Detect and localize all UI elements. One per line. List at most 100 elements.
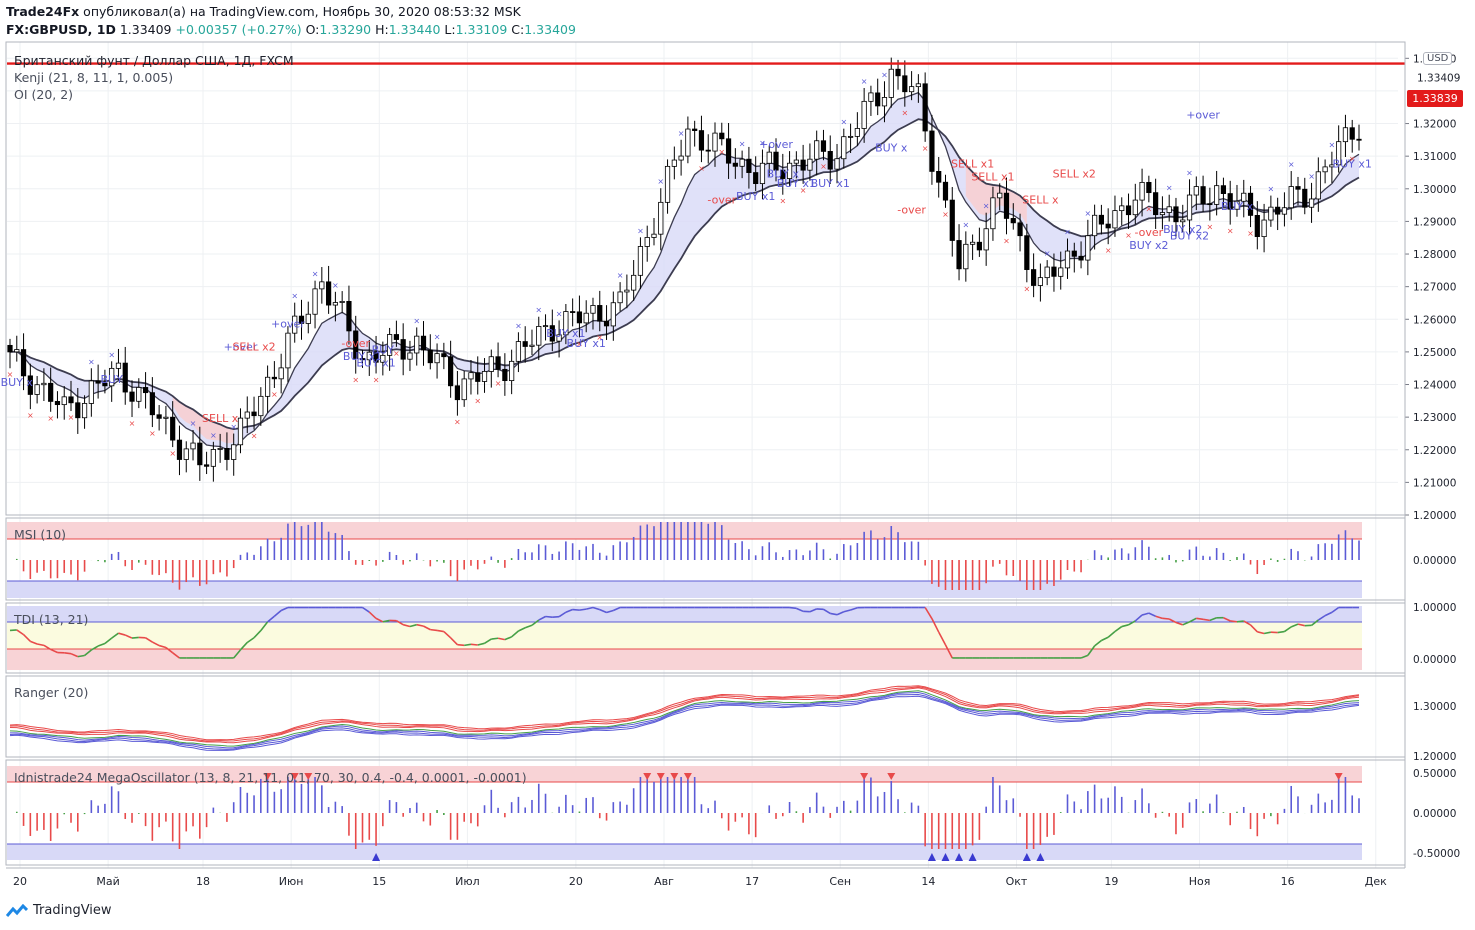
price-tick-label: 1.26000 <box>1413 314 1456 326</box>
candle-body <box>1309 199 1313 207</box>
mega-tick: 0.50000 <box>1413 768 1456 780</box>
signal-marker: × <box>739 140 746 149</box>
signal-label: SELL x <box>1022 193 1059 206</box>
candle-body <box>516 342 520 362</box>
signal-marker: × <box>718 147 725 156</box>
candle-body <box>123 363 127 392</box>
tdi-legend[interactable]: TDI (13, 21) <box>14 612 88 627</box>
tdi-line-segment <box>573 610 580 611</box>
candle-body <box>89 381 93 404</box>
candle-body <box>855 128 859 136</box>
candle-body <box>1221 186 1225 194</box>
candle-body <box>523 342 527 347</box>
tdi-line-segment <box>464 644 471 645</box>
currency-button[interactable]: USD <box>1423 52 1452 65</box>
candle-body <box>1316 172 1320 199</box>
candle-body <box>76 403 80 418</box>
signal-marker: × <box>1146 204 1153 213</box>
candle-body <box>509 361 513 380</box>
candle-body <box>808 159 812 170</box>
signal-marker: × <box>1288 160 1295 169</box>
ranger-line-1 <box>10 687 1359 741</box>
candle-body <box>1025 236 1029 270</box>
tdi-line-segment <box>457 645 464 646</box>
oi-legend[interactable]: OI (20, 2) <box>14 87 73 102</box>
candle-body <box>116 363 120 368</box>
time-tick-label: 18 <box>196 875 210 888</box>
time-tick-label: 15 <box>372 875 386 888</box>
candle-body <box>611 303 615 326</box>
candle-body <box>401 340 405 360</box>
signal-marker: × <box>962 220 969 229</box>
candle-body <box>1045 267 1049 278</box>
time-tick-label: 20 <box>569 875 583 888</box>
signal-marker: × <box>332 281 339 290</box>
price-tick-label: 1.31000 <box>1413 151 1456 163</box>
candle-body <box>1201 187 1205 204</box>
candle-body <box>591 305 595 313</box>
candle-body <box>821 141 825 152</box>
candle-body <box>1140 182 1144 200</box>
high-label: H: <box>375 22 389 37</box>
kenji-slow-line <box>10 119 1359 429</box>
candle-body <box>801 160 805 170</box>
candle-body <box>1086 236 1090 260</box>
signal-marker: × <box>1186 168 1193 177</box>
indicator-fills <box>10 93 1359 450</box>
ranger-legend[interactable]: Ranger (20) <box>14 685 88 700</box>
kenji-legend[interactable]: Kenji (21, 8, 11, 1, 0.005) <box>14 70 173 85</box>
candle-body <box>1269 207 1273 220</box>
price-tick-label: 1.22000 <box>1413 445 1456 457</box>
signal-marker: × <box>373 375 380 384</box>
msi-legend[interactable]: MSI (10) <box>14 527 66 542</box>
candle-body <box>320 282 324 289</box>
candle-body <box>462 379 466 400</box>
candle-body <box>1289 187 1293 208</box>
candle-body <box>448 357 452 386</box>
tdi-line-segment <box>1196 618 1203 619</box>
signal-marker: × <box>291 292 298 301</box>
signal-marker: × <box>169 449 176 458</box>
candle-body <box>421 336 425 350</box>
signal-marker: × <box>881 70 888 79</box>
time-tick-label: Ноя <box>1189 875 1211 888</box>
symbol-header: FX:GBPUSD, 1D 1.33409 +0.00357 (+0.27%) … <box>6 22 576 37</box>
author-name[interactable]: Trade24Fx <box>6 4 79 19</box>
candle-body <box>618 292 622 303</box>
candle-body <box>503 369 507 380</box>
signal-label: BUY <box>372 344 395 357</box>
time-tick-label: Авг <box>654 875 674 888</box>
signal-label: BUY x1 <box>356 357 395 370</box>
candle-body <box>706 150 710 151</box>
signal-label: SELL x1 <box>971 171 1014 184</box>
main-series-title: Британский фунт / Доллар США, 1Д, FXCM <box>14 53 294 68</box>
candle-body <box>252 412 256 416</box>
tradingview-logo[interactable]: TradingView <box>6 903 112 918</box>
candle-body <box>1160 213 1164 215</box>
signal-marker: × <box>779 197 786 206</box>
candle-body <box>137 387 141 401</box>
candle-body <box>842 137 846 159</box>
time-tick-label: 17 <box>745 875 759 888</box>
tdi-tick: 1.00000 <box>1413 602 1456 614</box>
mega-legend[interactable]: Idnistrade24 MegaOscillator (13, 8, 21, … <box>14 770 527 785</box>
candle-body <box>645 237 649 246</box>
candle-body <box>184 449 188 460</box>
price-change: +0.00357 (+0.27%) <box>176 22 302 37</box>
signal-marker: × <box>413 316 420 325</box>
signal-label: BUY x1 <box>736 190 775 203</box>
candle-body <box>998 193 1002 198</box>
candle-body <box>794 160 798 163</box>
signal-marker: × <box>454 418 461 427</box>
time-tick-label: 16 <box>1281 875 1295 888</box>
candle-body <box>1059 268 1063 276</box>
candle-body <box>1092 215 1096 235</box>
tradingview-logo-text: TradingView <box>33 903 112 918</box>
signal-marker: × <box>840 118 847 127</box>
candle-body <box>713 133 717 151</box>
candle-body <box>1174 207 1178 222</box>
candle-body <box>1262 220 1266 237</box>
candle-body <box>455 386 459 400</box>
time-tick-label: Дек <box>1365 875 1387 888</box>
